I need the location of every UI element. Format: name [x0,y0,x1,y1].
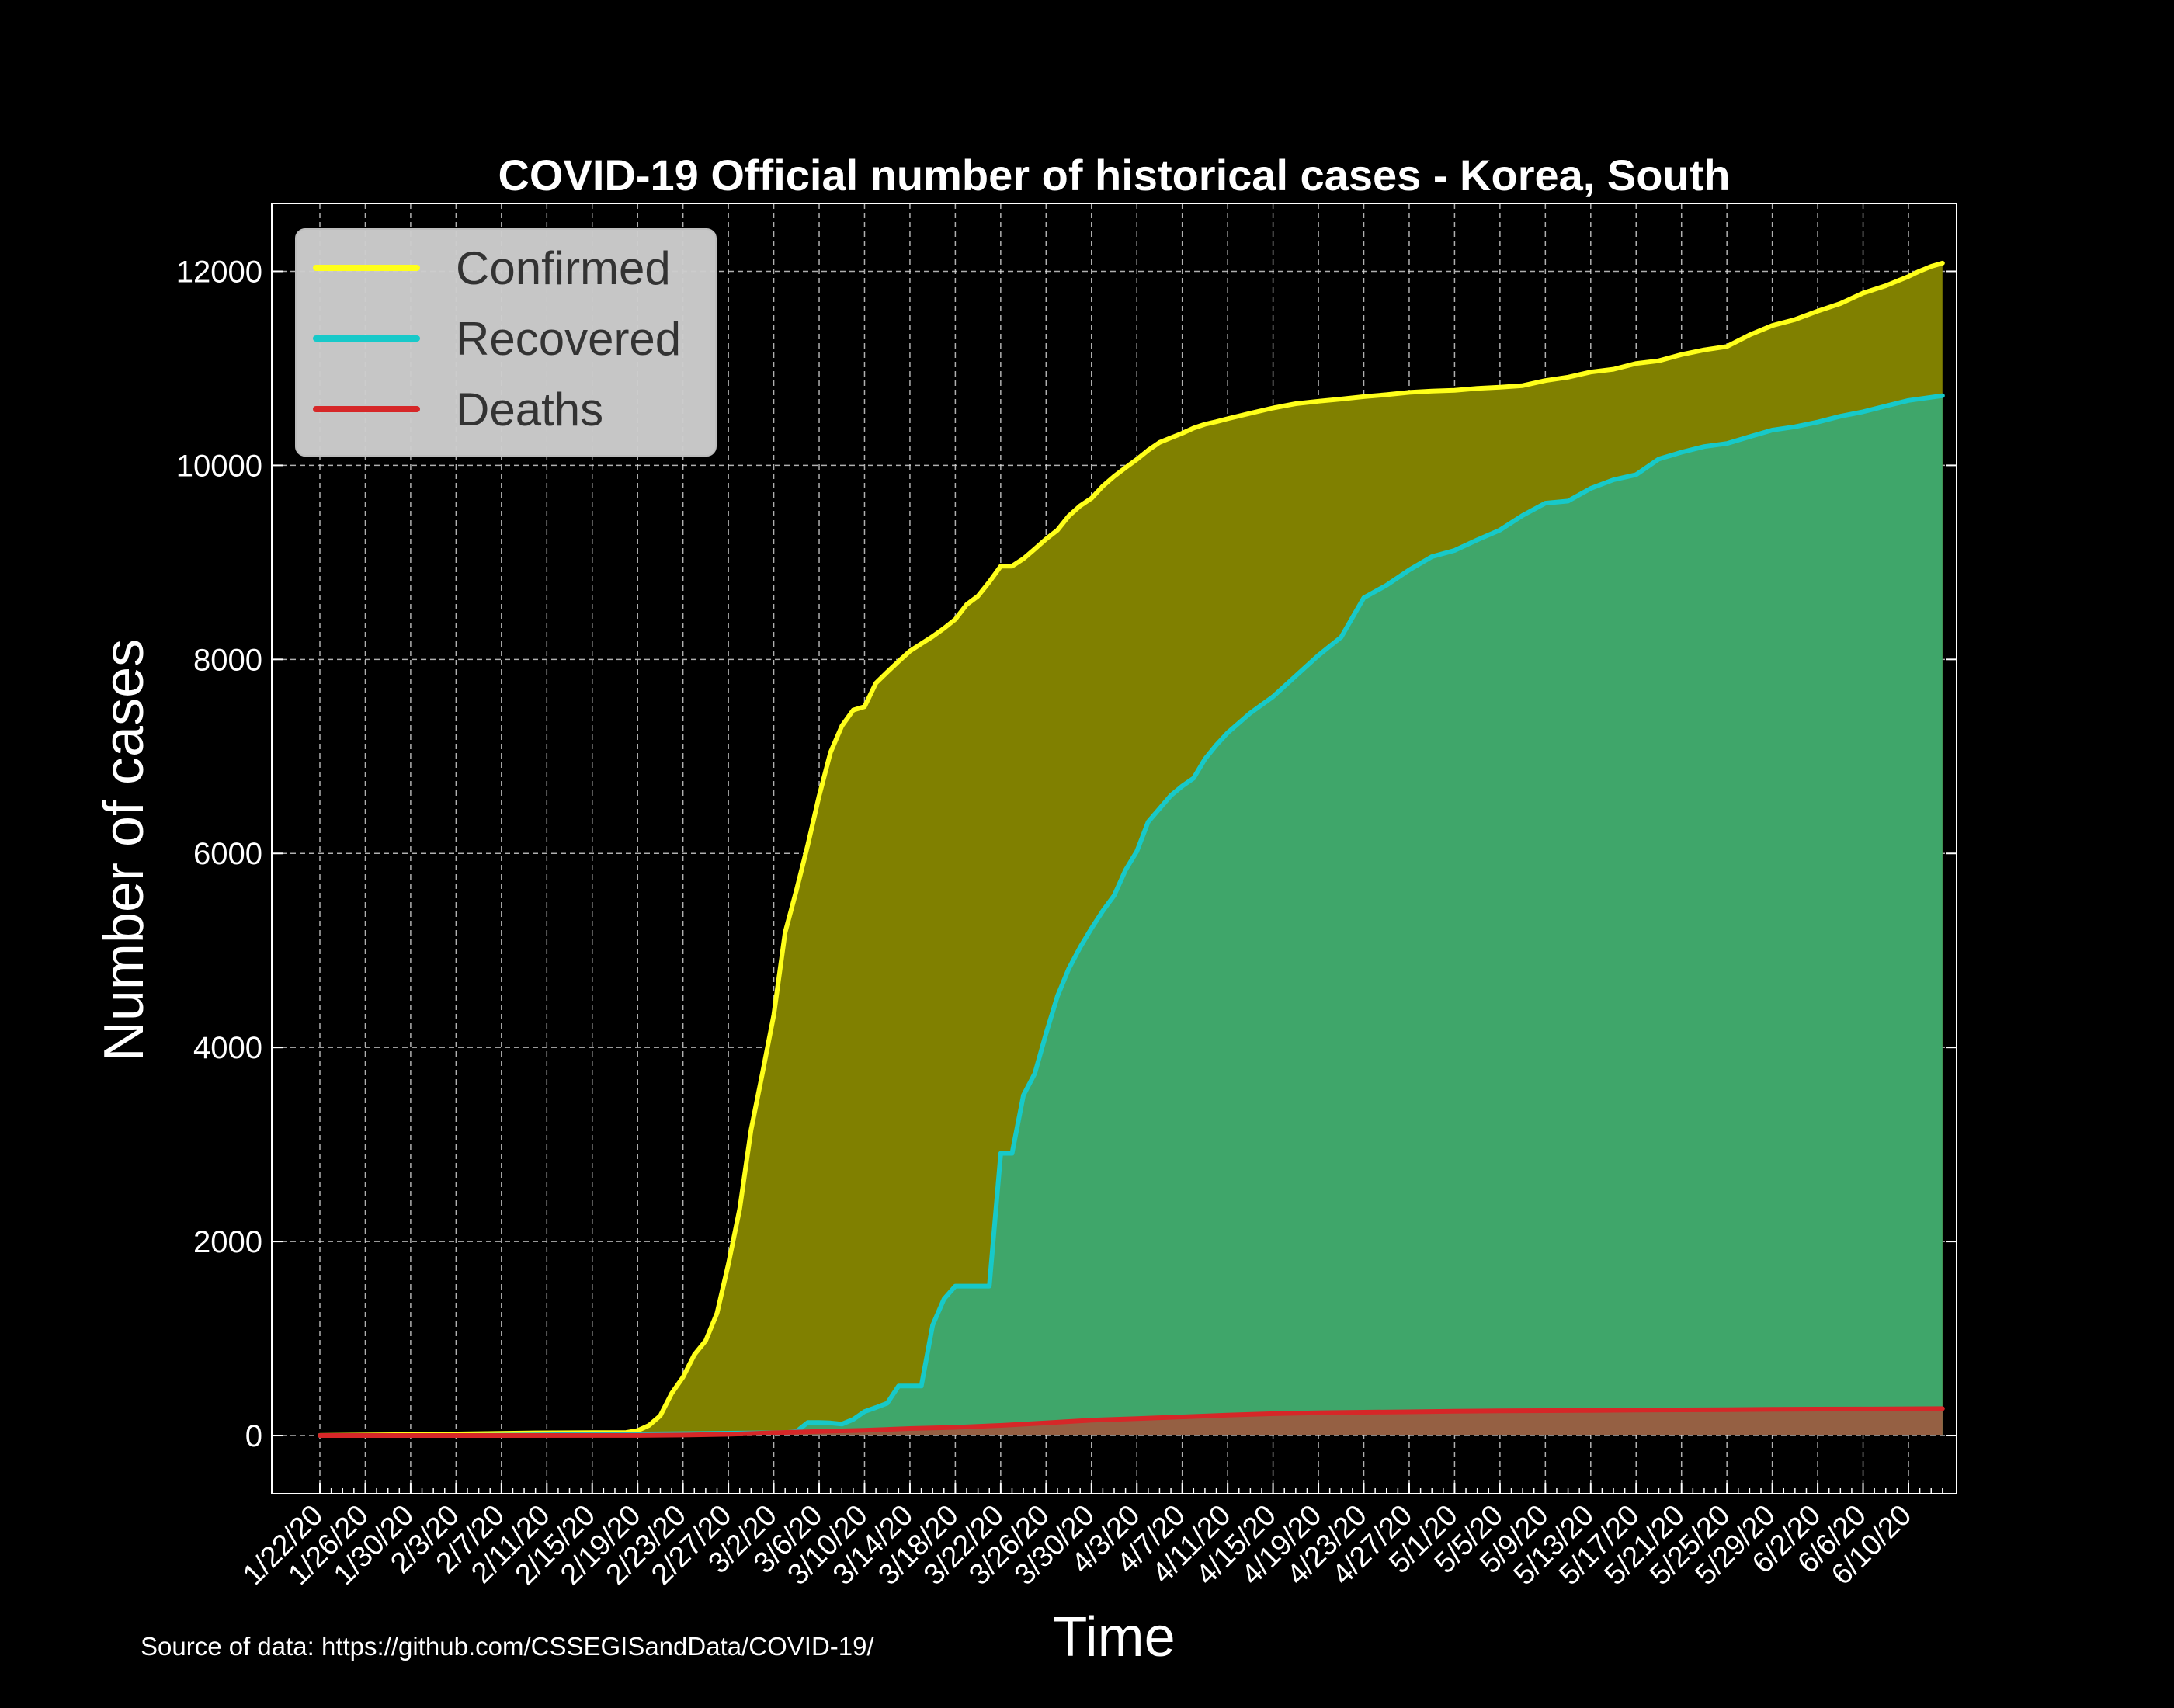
recovered-area [320,395,1943,1436]
legend-label-deaths: Deaths [456,384,603,436]
y-tick-label: 8000 [193,643,262,677]
source-note: Source of data: https://github.com/CSSEG… [141,1632,874,1661]
area-fills [320,262,1943,1436]
deaths-area [320,1408,1943,1436]
x-axis-label: Time [1053,1606,1175,1668]
y-tick-label: 2000 [193,1225,262,1259]
y-ticks: 0 2000 4000 6000 8000 10000 12000 [176,255,1957,1453]
legend-box [295,228,717,457]
legend-label-confirmed: Confirmed [456,242,671,294]
confirmed-line [318,260,1945,1438]
chart-title: COVID-19 Official number of historical c… [498,151,1730,200]
recovered-line [318,393,1945,1438]
legend: Confirmed Recovered Deaths [295,228,717,457]
series-lines [318,260,1945,1438]
legend-label-recovered: Recovered [456,313,681,365]
y-axis-label: Number of cases [93,639,155,1061]
y-tick-label: 0 [245,1419,262,1453]
y-tick-label: 10000 [176,449,262,483]
y-tick-label: 4000 [193,1031,262,1065]
deaths-line [318,1406,1945,1438]
y-tick-label: 12000 [176,255,262,289]
y-tick-label: 6000 [193,837,262,871]
x-ticks: 1/22/201/26/201/30/202/3/202/7/202/11/20… [237,1483,1943,1592]
